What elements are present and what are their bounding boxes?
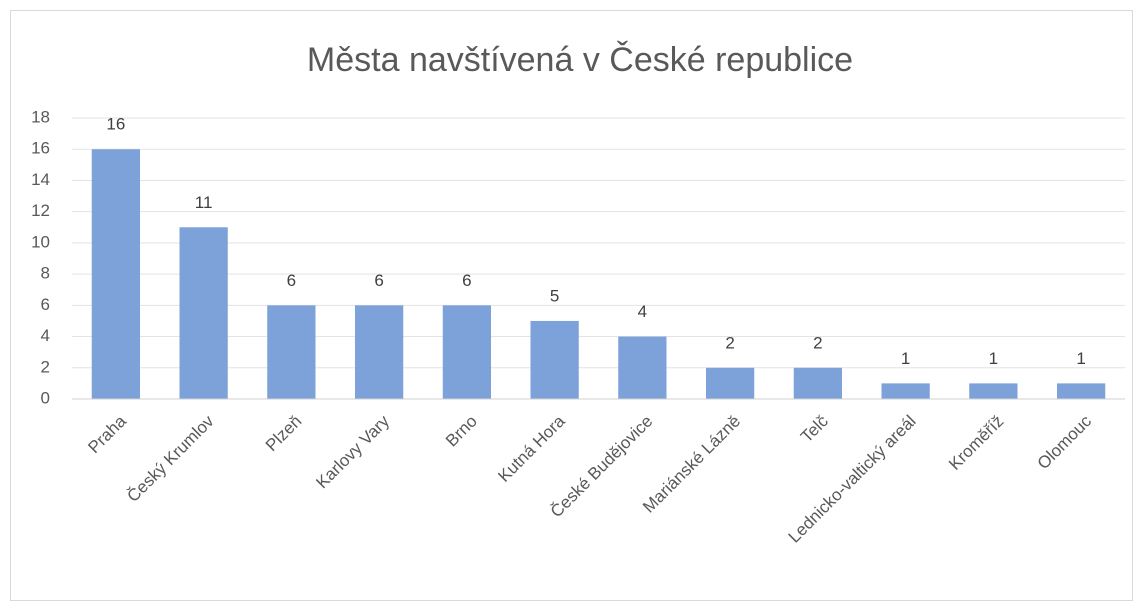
data-label: 2 [813,333,822,352]
data-label: 1 [1076,349,1085,368]
data-label: 6 [287,271,296,290]
y-tick-label: 16 [31,139,50,158]
chart-title: Města navštívená v České republice [307,41,853,79]
bar [618,336,667,399]
data-label: 1 [989,349,998,368]
bar [969,383,1018,399]
bar [530,320,579,399]
y-tick-label: 10 [31,232,50,251]
data-label: 5 [550,286,559,305]
bar [1056,383,1106,399]
y-tick-label: 6 [41,295,50,314]
y-tick-label: 14 [31,170,50,189]
y-tick-label: 4 [41,326,50,345]
y-tick-label: 0 [41,388,50,407]
y-tick-label: 8 [41,264,50,283]
bar [267,305,316,399]
data-label: 2 [725,333,734,352]
y-tick-label: 18 [31,107,50,126]
data-label: 11 [195,193,213,212]
data-label: 16 [106,115,125,134]
bar [179,227,228,399]
data-label: 4 [638,302,647,321]
bar [881,383,930,399]
bar [442,305,492,399]
bar [705,367,755,399]
data-label: 6 [374,271,383,290]
bar [91,149,141,399]
data-label: 6 [462,271,471,290]
bar [793,367,843,399]
y-tick-label: 2 [41,357,50,376]
y-tick-label: 12 [31,201,50,220]
bar [354,305,404,399]
data-label: 1 [901,349,910,368]
